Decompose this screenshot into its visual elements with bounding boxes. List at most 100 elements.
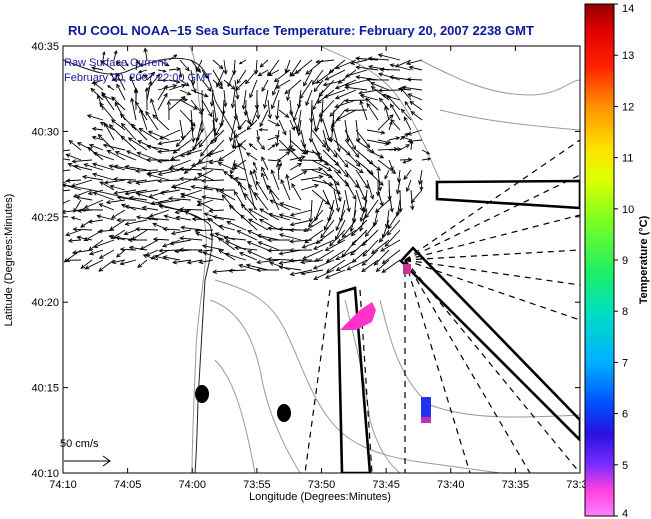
current-vector-head (54, 205, 58, 208)
current-vector-head (233, 190, 239, 196)
current-vector-head (71, 159, 77, 164)
current-vector (366, 129, 385, 134)
current-vector-head (378, 72, 383, 77)
current-vector (311, 189, 330, 205)
current-vector (146, 74, 160, 91)
current-vector-head (110, 214, 116, 219)
current-vector (218, 162, 236, 171)
current-vector (71, 216, 82, 221)
current-vector (110, 185, 126, 191)
current-vector (163, 228, 181, 231)
current-vector (158, 149, 181, 153)
current-vector (295, 59, 313, 74)
current-vector (267, 135, 280, 141)
current-vector-head (208, 112, 213, 118)
current-vector-head (179, 247, 184, 252)
current-vector-head (400, 108, 406, 114)
current-vector-head (143, 47, 148, 53)
current-vector (158, 179, 181, 182)
current-vector (190, 119, 195, 142)
current-vector (173, 139, 192, 154)
current-vector-head (218, 64, 224, 70)
current-vector-head (116, 83, 121, 89)
current-vector (289, 139, 306, 155)
current-vector-head (235, 86, 241, 91)
current-vector-head (279, 202, 285, 207)
current-vector-head (408, 65, 414, 70)
current-vector (149, 189, 170, 198)
current-vector-head (246, 240, 252, 246)
x-tick-label: 74:05 (114, 479, 142, 491)
current-vector (137, 259, 148, 268)
current-vector (351, 229, 368, 246)
current-vector-head (195, 67, 200, 73)
current-vector-head (97, 133, 103, 139)
current-vector-head (153, 254, 159, 259)
current-vector (127, 179, 148, 183)
current-vector-head (158, 135, 164, 140)
current-vector-head (65, 257, 71, 263)
current-vector-head (157, 171, 163, 177)
current-vector-head (241, 105, 247, 110)
current-vector (344, 159, 364, 174)
current-vector-head (386, 139, 392, 145)
current-vector-head (150, 98, 155, 104)
current-vector-head (103, 180, 109, 185)
current-vector (310, 99, 313, 123)
current-vector (128, 137, 148, 151)
current-vector-head (237, 180, 243, 186)
current-vector-head (120, 203, 126, 208)
current-vector-head (183, 169, 189, 174)
current-vector-head (245, 79, 250, 85)
current-vector (289, 170, 307, 181)
current-vector-head (138, 127, 144, 133)
current-vector-head (92, 191, 98, 196)
current-vector (171, 229, 192, 235)
current-vector (227, 69, 236, 87)
current-vector (93, 81, 104, 91)
current-vector (99, 249, 115, 259)
current-vector (168, 68, 181, 71)
current-vector (352, 249, 368, 263)
dark-features (195, 385, 291, 422)
current-vector (120, 259, 137, 265)
current-vector (256, 129, 260, 141)
current-vector (311, 179, 333, 186)
current-vector (248, 218, 269, 231)
current-vector-head (139, 63, 144, 67)
current-vector (218, 149, 236, 161)
current-vector (366, 139, 389, 145)
current-vector (261, 172, 269, 191)
current-vector (170, 239, 192, 245)
current-vector-head (373, 261, 379, 266)
current-vector-head (377, 186, 383, 192)
current-vector-head (247, 230, 253, 235)
current-vector-head (335, 226, 340, 232)
current-vector (269, 189, 280, 211)
current-vector-head (395, 211, 400, 217)
current-vector (180, 178, 203, 181)
current-vector (311, 159, 332, 171)
current-vector-head (116, 72, 121, 78)
current-vector-head (245, 152, 251, 157)
y-tick-label: 40:30 (31, 126, 59, 138)
current-vector (305, 59, 324, 75)
current-vector (313, 239, 335, 250)
current-vector-head (343, 163, 349, 168)
current-vector-head (370, 86, 376, 91)
current-vector (190, 59, 201, 73)
current-vector-head (349, 227, 354, 233)
current-vector-head (301, 244, 307, 249)
current-vector (328, 199, 335, 222)
current-vector (382, 94, 401, 101)
current-vector-head (87, 146, 93, 152)
current-vector-head (406, 77, 412, 82)
current-vector-head (344, 172, 349, 178)
current-vector-head (335, 255, 341, 260)
current-vector (100, 60, 115, 71)
current-vector (229, 269, 247, 272)
current-vector-head (332, 153, 338, 158)
current-vector (359, 89, 379, 94)
current-vector (190, 79, 196, 93)
current-vector (322, 169, 340, 186)
